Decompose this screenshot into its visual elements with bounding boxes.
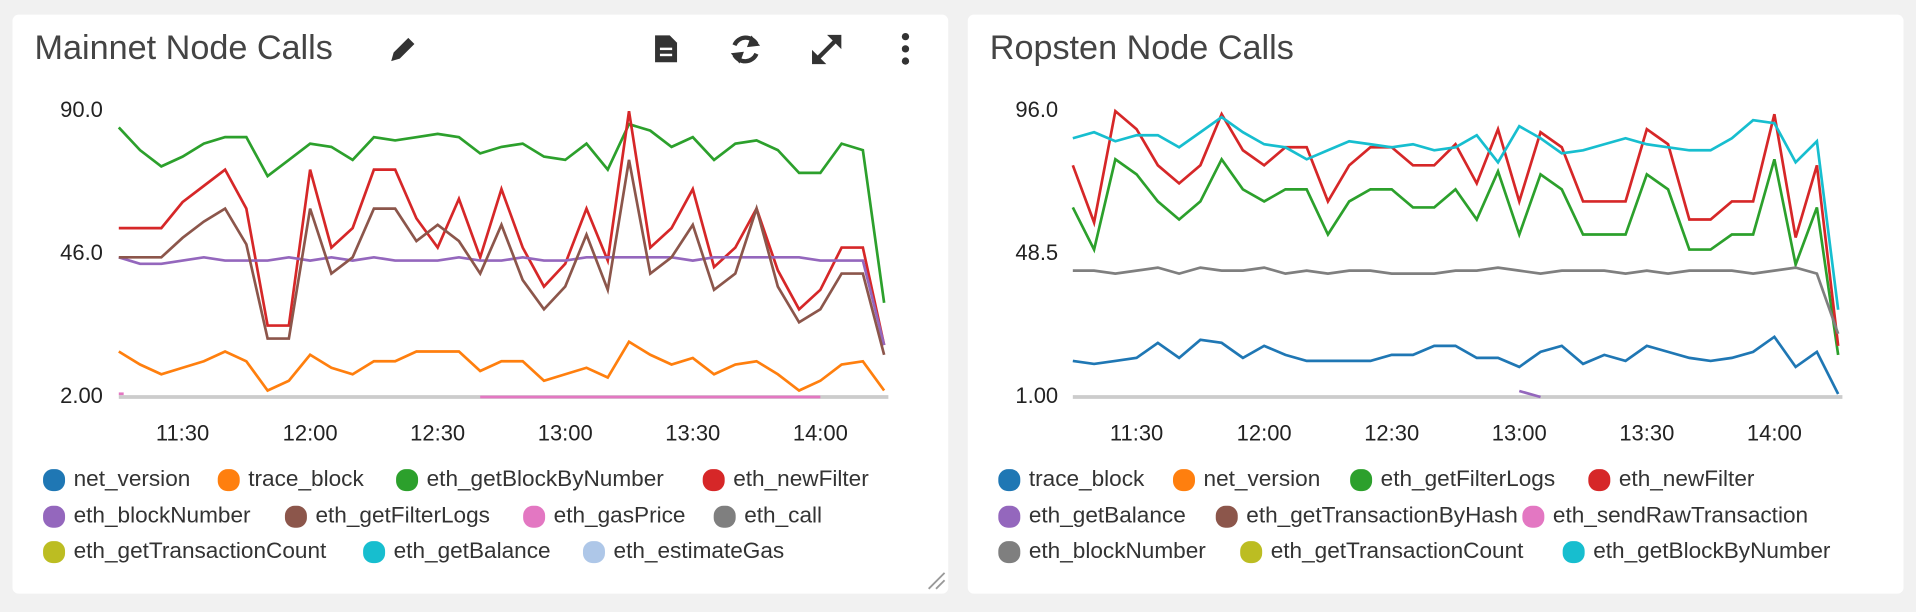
x-tick-label: 12:00 (283, 421, 338, 446)
legend-label[interactable]: eth_newFilter (733, 466, 869, 491)
legend-label[interactable]: eth_gasPrice (554, 503, 686, 528)
x-tick-label: 13:30 (1619, 421, 1674, 446)
series-line (118, 159, 886, 356)
y-tick-label: 96.0 (1015, 97, 1058, 122)
legend-label[interactable]: trace_block (1029, 466, 1145, 491)
expand-icon[interactable] (812, 34, 842, 65)
legend-swatch[interactable] (217, 469, 240, 492)
legend-label[interactable]: eth_getBalance (394, 538, 551, 563)
series-line (118, 255, 886, 346)
refresh-icon[interactable] (730, 35, 761, 64)
legend-label[interactable]: eth_getBlockByNumber (427, 466, 665, 491)
legend-label[interactable]: eth_getBlockByNumber (1593, 538, 1831, 563)
legend-swatch[interactable] (998, 469, 1021, 492)
edit-icon[interactable] (391, 37, 415, 62)
legend-swatch[interactable] (43, 505, 66, 528)
legend-swatch[interactable] (1588, 469, 1611, 492)
legend-label[interactable]: eth_blockNumber (74, 503, 251, 528)
x-tick-label: 13:00 (538, 421, 593, 446)
legend-swatch[interactable] (713, 505, 736, 528)
legend-label[interactable]: eth_getTransactionByHash (1246, 503, 1518, 528)
y-tick-label: 2.00 (60, 383, 103, 408)
legend-swatch[interactable] (284, 505, 307, 528)
legend-label[interactable]: eth_call (744, 503, 822, 528)
legend-swatch[interactable] (582, 541, 605, 564)
x-tick-label: 12:00 (1237, 421, 1292, 446)
legend-swatch[interactable] (43, 469, 66, 492)
x-tick-label: 12:30 (410, 421, 465, 446)
legend-label[interactable]: eth_getFilterLogs (1381, 466, 1555, 491)
legend-swatch[interactable] (363, 541, 386, 564)
y-tick-label: 1.00 (1015, 383, 1058, 408)
x-tick-label: 11:30 (1110, 421, 1163, 446)
resize-handle[interactable] (928, 572, 946, 590)
series-line (1071, 156, 1840, 356)
legend-swatch[interactable] (1350, 469, 1373, 492)
x-tick-label: 13:30 (665, 421, 720, 446)
series-line (1071, 108, 1840, 347)
x-tick-label: 12:30 (1364, 421, 1419, 446)
legend-swatch[interactable] (1240, 541, 1263, 564)
series-line (1072, 266, 1840, 335)
legend-swatch[interactable] (523, 505, 546, 528)
y-tick-label: 48.5 (1015, 240, 1058, 265)
legend-label[interactable]: eth_blockNumber (1029, 538, 1206, 563)
panel-title: Ropsten Node Calls (990, 29, 1294, 67)
legend-swatch[interactable] (998, 505, 1021, 528)
x-tick-label: 11:30 (156, 421, 209, 446)
legend-label[interactable]: eth_sendRawTransaction (1553, 503, 1808, 528)
legend-label[interactable]: trace_block (248, 466, 364, 491)
export-icon[interactable] (655, 35, 678, 63)
panel-title: Mainnet Node Calls (35, 29, 333, 67)
x-tick-label: 14:00 (1747, 421, 1802, 446)
legend-swatch[interactable] (43, 541, 66, 564)
legend-label[interactable]: eth_getBalance (1029, 503, 1186, 528)
legend-label[interactable]: eth_newFilter (1619, 466, 1755, 491)
legend-label[interactable]: net_version (74, 466, 191, 491)
series-line (118, 339, 886, 393)
series-line (117, 122, 886, 303)
legend-swatch[interactable] (1522, 505, 1545, 528)
legend-swatch[interactable] (1562, 541, 1585, 564)
legend-swatch[interactable] (998, 541, 1021, 564)
legend-label[interactable]: eth_getFilterLogs (315, 503, 489, 528)
legend-label[interactable]: eth_estimateGas (614, 538, 785, 563)
legend-label[interactable]: eth_getTransactionCount (74, 538, 327, 563)
legend-label[interactable]: eth_getTransactionCount (1271, 538, 1524, 563)
legend-swatch[interactable] (1215, 505, 1238, 528)
series-line (1518, 389, 1541, 399)
y-tick-label: 46.0 (60, 240, 103, 265)
menu-icon[interactable] (901, 32, 910, 65)
legend-label[interactable]: net_version (1204, 466, 1321, 491)
legend-swatch[interactable] (1172, 469, 1195, 492)
series-line (1072, 334, 1840, 395)
y-tick-label: 90.0 (60, 97, 103, 122)
x-tick-label: 13:00 (1492, 421, 1547, 446)
legend-swatch[interactable] (396, 469, 419, 492)
legend-swatch[interactable] (702, 469, 725, 492)
series-line (1072, 115, 1840, 310)
x-tick-label: 14:00 (793, 421, 848, 446)
